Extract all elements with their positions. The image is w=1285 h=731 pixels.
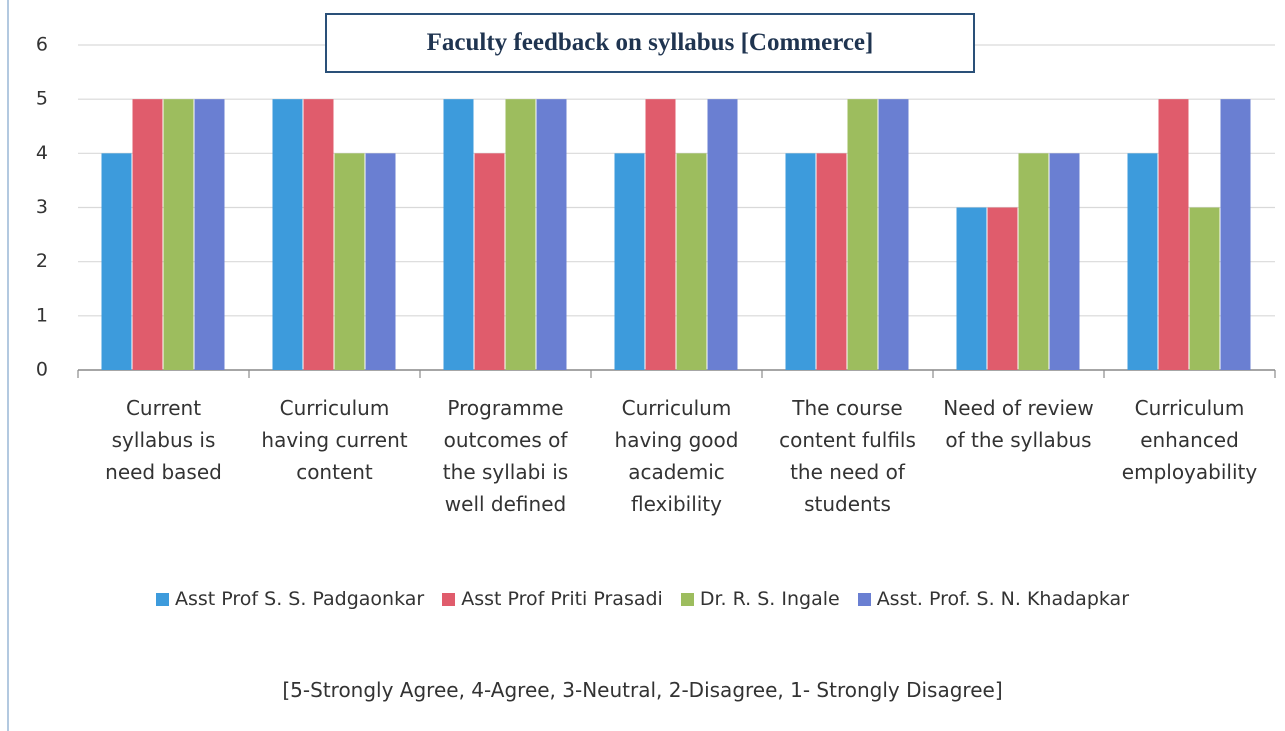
y-tick-label: 2 <box>36 250 48 272</box>
legend-item: Asst. Prof. S. N. Khadapkar <box>857 588 1130 610</box>
y-tick-label: 6 <box>36 34 48 56</box>
legend-swatch <box>442 592 456 606</box>
bar <box>101 153 132 370</box>
x-tick-label: Need of review of the syllabus <box>943 396 1094 452</box>
legend-item: Asst Prof S. S. Padgaonkar <box>155 588 425 610</box>
scale-note: [5-Strongly Agree, 4-Agree, 3-Neutral, 2… <box>282 678 1003 702</box>
bar <box>707 99 738 371</box>
bar <box>1189 207 1220 370</box>
legend-swatch <box>680 592 694 606</box>
x-tick-label: Curriculum having current content <box>261 396 408 484</box>
y-tick-label: 4 <box>36 142 48 164</box>
bar <box>1220 99 1251 371</box>
bar <box>194 99 225 371</box>
bar <box>785 153 816 370</box>
bar <box>645 99 676 371</box>
bar <box>272 99 303 371</box>
legend-label: Asst Prof S. S. Padgaonkar <box>174 588 425 610</box>
bar <box>163 99 194 371</box>
x-tick-label: Curriculum enhanced employability <box>1121 396 1258 484</box>
y-tick-label: 0 <box>36 359 48 381</box>
legend-item: Asst Prof Priti Prasadi <box>442 588 663 610</box>
y-tick-label: 5 <box>36 88 48 110</box>
legend-swatch <box>155 592 169 606</box>
bar <box>956 207 987 370</box>
bar <box>505 99 536 371</box>
x-tick-label: Programme outcomes of the syllabi is wel… <box>442 396 569 516</box>
bar <box>878 99 909 371</box>
bar <box>474 153 505 370</box>
legend: Asst Prof S. S. Padgaonkar Asst Prof Prit… <box>0 588 1285 610</box>
legend-label: Dr. R. S. Ingale <box>699 588 840 610</box>
x-tick-label: The course content fulfils the need of s… <box>779 396 916 516</box>
bar <box>816 153 847 370</box>
bar <box>1127 153 1158 370</box>
y-tick-label: 3 <box>36 196 48 218</box>
bar <box>132 99 163 371</box>
x-tick-label: Curriculum having good academic flexibil… <box>614 396 739 516</box>
chart-title: Faculty feedback on syllabus [Commerce] <box>325 13 975 73</box>
legend-item: Dr. R. S. Ingale <box>680 588 840 610</box>
bar <box>443 99 474 371</box>
legend-swatch <box>857 592 871 606</box>
bar <box>1018 153 1049 370</box>
bar <box>365 153 396 370</box>
legend-label: Asst Prof Priti Prasadi <box>461 588 663 610</box>
bar <box>987 207 1018 370</box>
bar <box>676 153 707 370</box>
bar <box>334 153 365 370</box>
legend-label: Asst. Prof. S. N. Khadapkar <box>876 588 1130 610</box>
bar <box>847 99 878 371</box>
y-tick-label: 1 <box>36 304 48 326</box>
x-tick-label: Current syllabus is need based <box>105 396 222 484</box>
bar <box>536 99 567 371</box>
bar <box>1158 99 1189 371</box>
bar <box>303 99 334 371</box>
bar <box>1049 153 1080 370</box>
bar <box>614 153 645 370</box>
